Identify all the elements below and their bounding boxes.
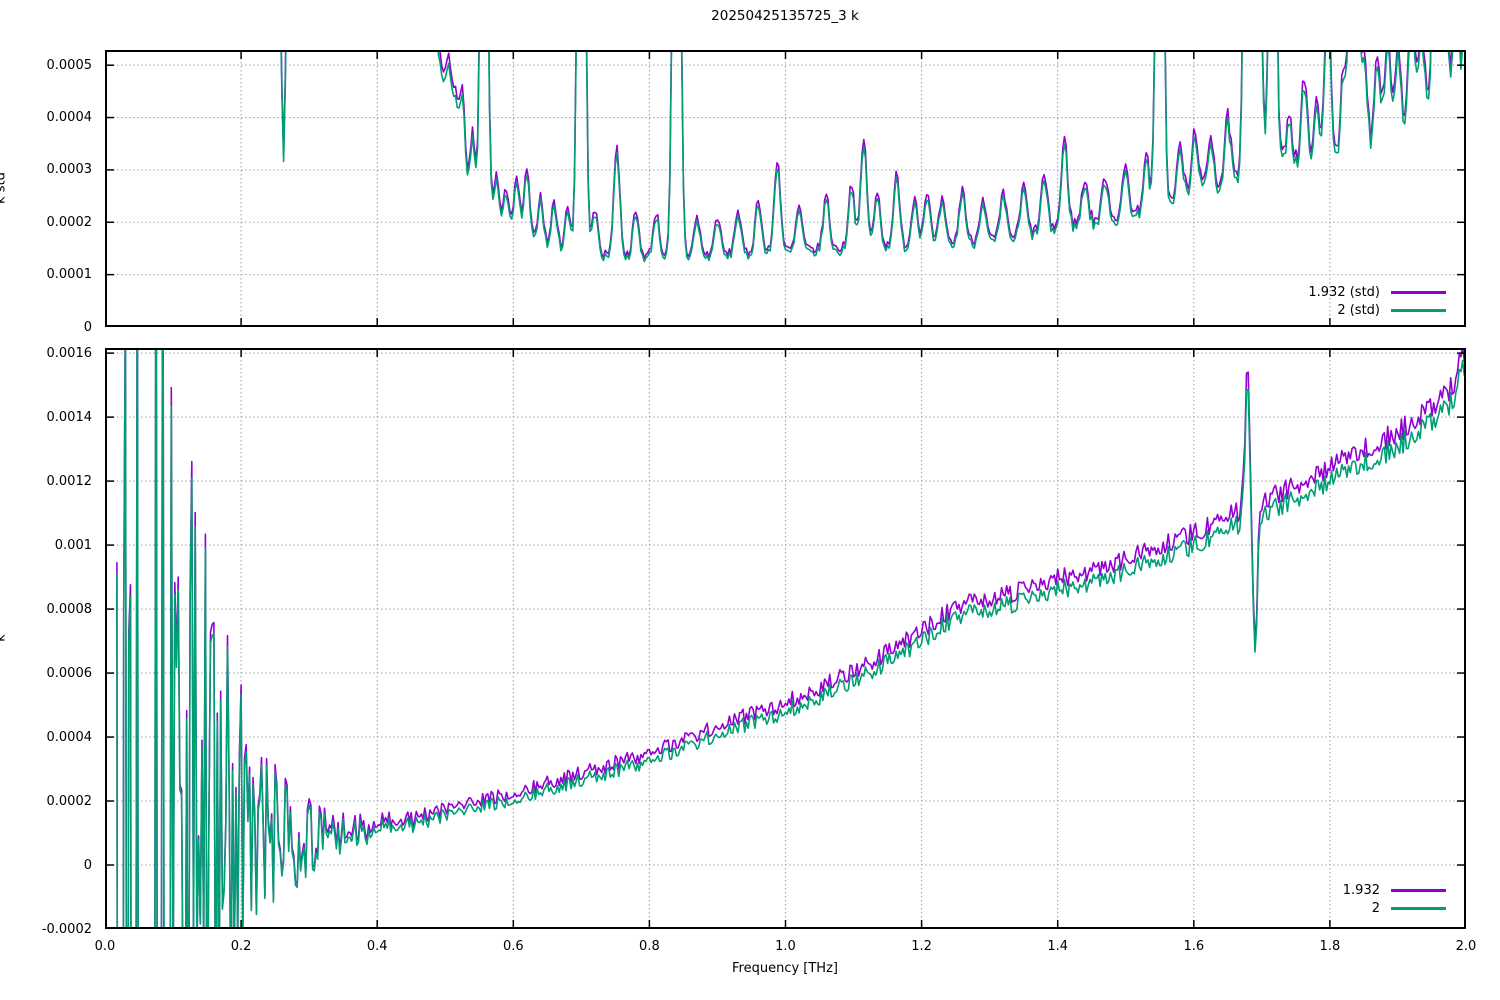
x-tick-label: 0.6 xyxy=(502,939,524,954)
x-tick-label: 1.4 xyxy=(1047,939,1069,954)
x-tick-label: 1.0 xyxy=(775,939,796,954)
plot-border xyxy=(105,348,1466,929)
legend-entry: 1.932 (std) xyxy=(1262,283,1462,301)
plot-canvas xyxy=(104,348,1467,930)
figure-title: 20250425135725_3 k xyxy=(711,8,859,24)
legend-entry: 2 xyxy=(1262,899,1462,917)
legend-line-1932 xyxy=(1391,888,1446,892)
y-tick-label: 0.0004 xyxy=(46,729,93,745)
y-tick-label: 0.0002 xyxy=(46,214,93,230)
legend-line-1932-std xyxy=(1391,290,1446,294)
legend-line-2 xyxy=(1391,906,1446,910)
legend-label-1932: 1.932 xyxy=(1342,882,1380,898)
x-tick-label: 1.6 xyxy=(1183,939,1205,954)
y-tick-label: 0.0004 xyxy=(46,110,93,126)
legend-label-1932-std: 1.932 (std) xyxy=(1308,284,1380,300)
legend-top: 1.932 (std) 2 (std) xyxy=(1262,283,1462,319)
tick-marks xyxy=(104,348,1467,930)
legend-label-2-std: 2 (std) xyxy=(1337,302,1380,318)
x-tick-label: 1.8 xyxy=(1319,939,1341,954)
x-tick-label: 0.8 xyxy=(639,939,660,954)
x-tick-label: 2.0 xyxy=(1455,939,1477,954)
y-tick-label: 0.0001 xyxy=(46,267,93,283)
series-line-1-932 xyxy=(116,348,1466,929)
y-tick-label: 0 xyxy=(83,857,92,873)
y-tick-label: 0.0003 xyxy=(46,162,93,178)
x-axis-label: Frequency [THz] xyxy=(732,961,838,976)
y-tick-label: 0.0005 xyxy=(46,57,93,73)
legend-bottom: 1.932 2 xyxy=(1262,881,1462,917)
x-tick-label: 1.2 xyxy=(911,939,932,954)
x-tick-label: 0.4 xyxy=(366,939,388,954)
std-plot-area xyxy=(104,50,1467,328)
x-tick-label: 0.0 xyxy=(94,939,116,954)
legend-label-2: 2 xyxy=(1371,900,1380,916)
grid-lines xyxy=(105,50,1466,327)
y-tick-label: 0.0002 xyxy=(46,793,93,809)
legend-line-2-std xyxy=(1391,308,1446,312)
y-tick-label: -0.0002 xyxy=(41,921,92,937)
y-tick-label: 0.001 xyxy=(54,537,92,553)
y-tick-label: 0 xyxy=(83,319,92,335)
series-line-2 xyxy=(116,348,1466,929)
x-tick-label: 0.2 xyxy=(230,939,252,954)
grid-lines xyxy=(105,348,1466,929)
k-plot-area xyxy=(104,348,1467,930)
y-tick-label: 0.0014 xyxy=(46,409,93,425)
plot-canvas xyxy=(104,50,1467,328)
y-axis-label-bottom: k xyxy=(0,634,9,642)
series-line-2-std- xyxy=(280,50,1464,263)
y-tick-label: 0.0008 xyxy=(46,601,93,617)
y-tick-label: 0.0006 xyxy=(46,665,93,681)
legend-entry: 2 (std) xyxy=(1262,301,1462,319)
y-tick-label: 0.0012 xyxy=(46,473,93,489)
y-tick-label: 0.0016 xyxy=(46,345,93,361)
plot-border xyxy=(105,50,1466,327)
legend-entry: 1.932 xyxy=(1262,881,1462,899)
